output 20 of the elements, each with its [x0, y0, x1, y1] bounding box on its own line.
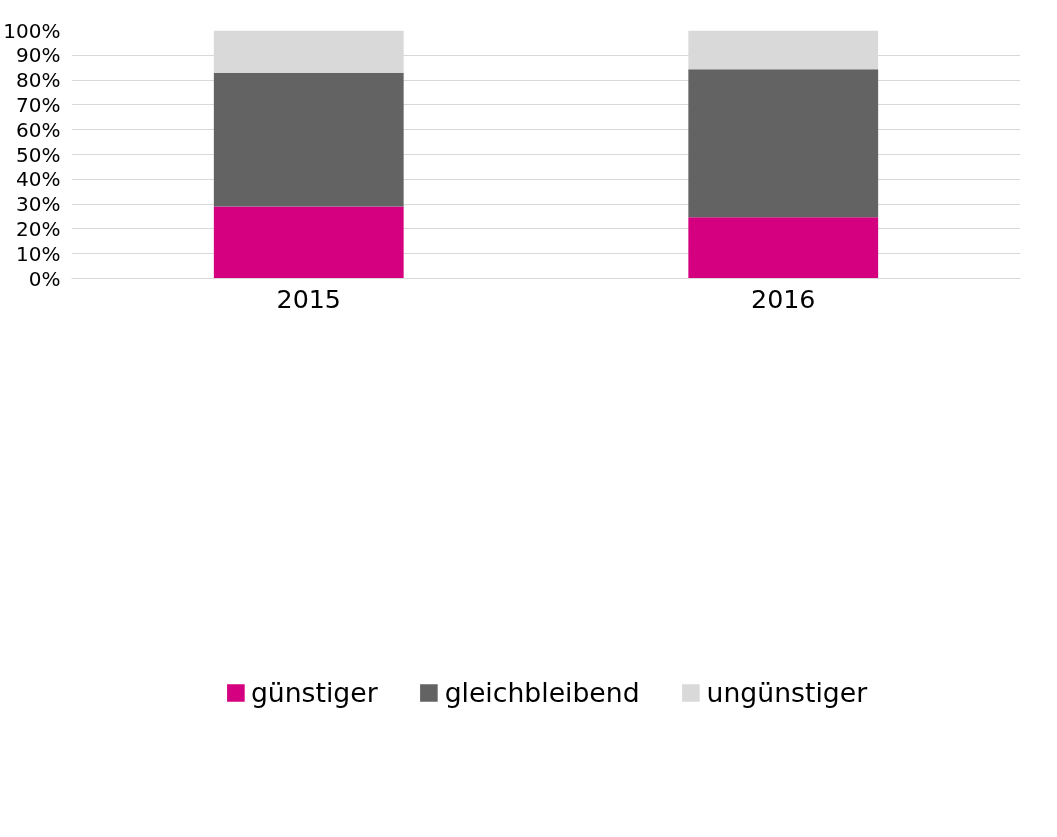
- bar: [688, 69, 879, 218]
- y-tick-label: 30%: [16, 192, 61, 217]
- x-tick-label: 2016: [751, 283, 816, 314]
- legend-label: gleichbleibend: [444, 676, 640, 708]
- y-tick-label: 60%: [16, 117, 61, 142]
- y-tick-label: 70%: [16, 92, 61, 117]
- bar: [213, 206, 404, 279]
- bar: [688, 217, 879, 279]
- bar: [213, 72, 404, 207]
- y-tick-label: 20%: [16, 216, 61, 241]
- y-tick-label: 40%: [16, 167, 61, 192]
- y-tick-label: 80%: [16, 68, 61, 93]
- y-tick-label: 10%: [16, 241, 61, 266]
- y-tick-label: 100%: [3, 18, 61, 43]
- y-tick-label: 90%: [16, 43, 61, 68]
- legend-label: ungünstiger: [706, 676, 868, 708]
- y-tick-label: 0%: [28, 266, 61, 291]
- y-tick-label: 50%: [16, 142, 61, 167]
- legend-label: günstiger: [250, 676, 378, 708]
- x-tick-label: 2015: [276, 283, 341, 314]
